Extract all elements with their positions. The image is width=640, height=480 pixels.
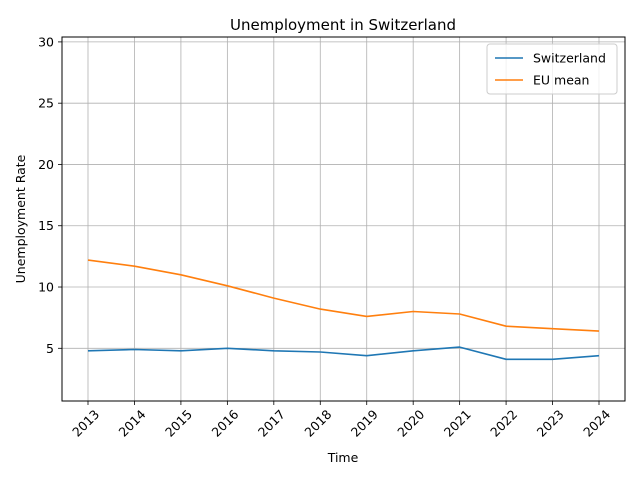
y-tick-label: 15 [38,218,54,233]
series-line-switzerland [87,346,600,361]
legend-box [486,43,618,95]
y-tick-label: 10 [38,280,54,295]
legend: Switzerland EU mean [486,43,618,95]
legend-label: Switzerland [533,51,606,66]
y-axis-label: Unemployment Rate [13,154,28,283]
plot-frame [61,36,626,402]
y-tick-label: 30 [38,34,54,49]
y-tick-label: 5 [46,341,54,356]
grid [62,37,625,401]
chart-title: Unemployment in Switzerland [230,16,456,34]
y-axis: 5 10 15 20 25 30 [38,34,62,356]
series-lines [87,259,600,361]
series-line-eu-mean [87,259,600,332]
legend-label: EU mean [533,73,589,88]
y-tick-label: 25 [38,96,54,111]
y-tick-label: 20 [38,157,54,172]
x-axis-label: Time [327,450,359,465]
